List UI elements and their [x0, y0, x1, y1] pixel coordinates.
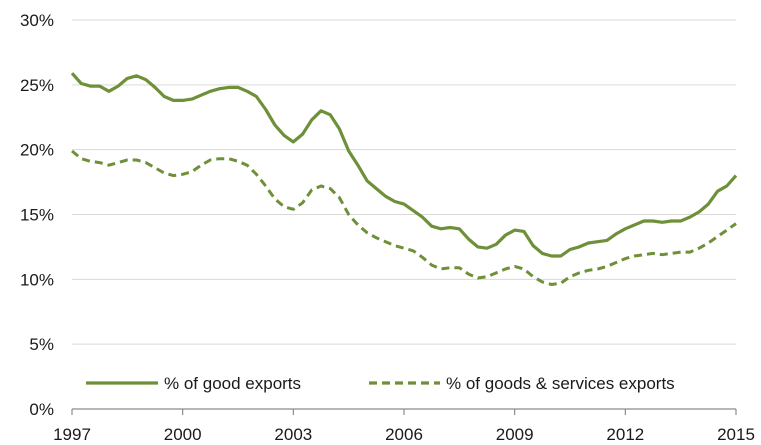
x-tick-label: 2009 [496, 425, 534, 444]
x-tick-label: 1997 [53, 425, 91, 444]
y-tick-label: 15% [20, 206, 54, 225]
y-tick-label: 25% [20, 76, 54, 95]
series-goods-line [70, 72, 738, 258]
y-tick-label: 0% [29, 400, 54, 419]
axis-layer: 0% 5% 10% 15% 20% 25% 30% 1997 2000 2003 2006 2009 2… [20, 11, 755, 444]
y-tick-label: 20% [20, 141, 54, 160]
series-goods-services-line [71, 149, 737, 286]
y-tick-label: 10% [20, 270, 54, 289]
series-layer [70, 72, 738, 286]
grid-layer [72, 19, 736, 345]
y-tick-label: 5% [29, 335, 54, 354]
y-tick-label: 30% [20, 11, 54, 30]
x-tick-label: 2000 [164, 425, 202, 444]
x-tick-label: 2003 [274, 425, 312, 444]
x-tick-label: 2006 [385, 425, 423, 444]
legend-label: % of good exports [164, 374, 301, 393]
legend-label: % of goods & services exports [446, 374, 675, 393]
legend: % of good exports % of goods & services e… [86, 374, 675, 393]
x-tick-label: 2015 [717, 425, 755, 444]
x-tick-label: 2012 [606, 425, 644, 444]
